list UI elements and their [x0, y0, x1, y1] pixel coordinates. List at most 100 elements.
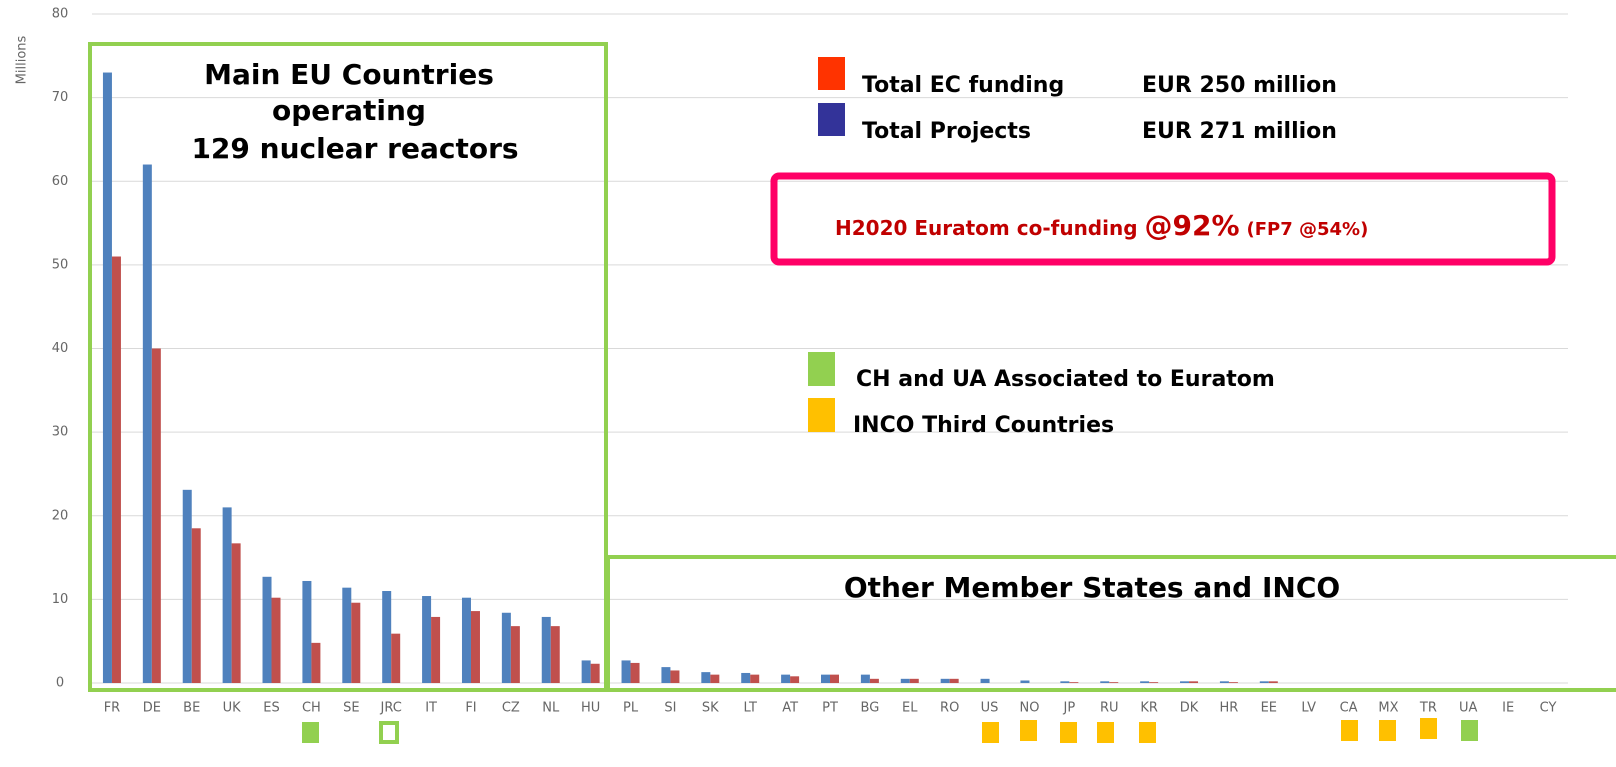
- bar: [422, 596, 432, 683]
- x-tick-label: JP: [1063, 701, 1076, 716]
- bar: [1020, 680, 1030, 683]
- x-tick-label: HR: [1220, 701, 1239, 716]
- bar: [142, 164, 152, 683]
- x-tick-label: RU: [1100, 701, 1119, 716]
- y-tick-label: 80: [52, 7, 69, 22]
- x-tick-label: RO: [940, 701, 959, 716]
- plot: 0 10 20 30 40 50 60 70 80 FR DE BE UK ES CH SE JRC IT FI CZ…: [52, 7, 1568, 716]
- bar: [431, 616, 441, 683]
- key-swatch: [808, 398, 835, 432]
- x-tick-label: PT: [822, 701, 838, 716]
- x-tick-label: IE: [1502, 701, 1514, 716]
- bar: [550, 626, 560, 683]
- bar: [470, 611, 480, 683]
- bar: [590, 663, 600, 683]
- marker: [1461, 720, 1478, 741]
- y-axis-label: Millions: [15, 35, 30, 84]
- x-tick-label: PL: [623, 701, 639, 716]
- bar: [342, 587, 352, 683]
- x-tick-label: EL: [902, 701, 918, 716]
- cofunding-text: H2020 Euratom co-funding @92% (FP7 @54%): [835, 209, 1368, 242]
- legend-amount: EUR 250 million: [1142, 73, 1337, 98]
- bar: [949, 678, 959, 683]
- bar: [581, 660, 591, 683]
- main-box-text: Main EU Countries: [204, 58, 494, 91]
- bar: [830, 674, 839, 683]
- x-tick-label: LT: [744, 701, 757, 716]
- x-tick-label: CZ: [502, 701, 520, 716]
- bar: [1259, 681, 1269, 683]
- y-tick-label: 30: [52, 425, 69, 440]
- bar: [1268, 681, 1278, 683]
- x-tick-label: AT: [782, 701, 798, 716]
- bar: [750, 674, 760, 683]
- bar: [741, 672, 751, 683]
- y-tick-label: 60: [52, 174, 69, 189]
- bar: [621, 660, 631, 683]
- bar: [391, 633, 401, 683]
- x-tick-label: BG: [861, 701, 880, 716]
- x-tick-label: NO: [1019, 701, 1039, 716]
- bar: [111, 256, 121, 683]
- bar: [382, 591, 392, 683]
- bar: [271, 597, 281, 683]
- bar: [630, 662, 640, 683]
- bar: [262, 576, 272, 683]
- x-tick-label: BE: [183, 701, 200, 716]
- marker: [1097, 722, 1114, 743]
- bar: [302, 580, 312, 683]
- bar: [510, 626, 520, 683]
- x-tick-label: DE: [143, 701, 161, 716]
- x-tick-label: FI: [465, 701, 476, 716]
- legend-label: Total EC funding: [862, 73, 1064, 98]
- x-tick-label: CA: [1340, 701, 1358, 716]
- main-box-text: operating: [272, 94, 426, 127]
- x-tick-label: IT: [425, 701, 437, 716]
- bar: [1140, 681, 1150, 683]
- x-tick-label: LV: [1301, 701, 1316, 716]
- bar: [102, 72, 112, 684]
- bar: [1100, 681, 1110, 683]
- marker: [302, 722, 319, 743]
- x-tick-label: CH: [302, 701, 321, 716]
- x-tick-label: SK: [702, 701, 719, 716]
- marker: [1420, 718, 1437, 739]
- bar: [351, 602, 361, 683]
- main-box-text: 129 nuclear reactors: [191, 132, 518, 165]
- bar: [860, 674, 870, 683]
- bar: [461, 597, 471, 683]
- bar: [191, 528, 201, 683]
- other-box-text: Other Member States and INCO: [844, 571, 1340, 604]
- marker: [379, 721, 399, 744]
- bar: [1149, 682, 1159, 683]
- marker: [1341, 720, 1358, 741]
- bar: [1189, 681, 1199, 683]
- category-markers: [302, 718, 1478, 744]
- marker: [1060, 722, 1077, 743]
- bar: [541, 616, 551, 683]
- bar: [790, 676, 800, 683]
- x-tick-label: NL: [542, 701, 560, 716]
- marker: [1020, 720, 1037, 741]
- x-tick-label: UK: [223, 701, 242, 716]
- other-box: [606, 555, 1616, 692]
- x-tick-label: FR: [104, 701, 121, 716]
- bar: [1180, 681, 1190, 683]
- bar: [869, 678, 879, 683]
- y-tick-label: 70: [52, 90, 69, 105]
- key-swatch: [808, 352, 835, 386]
- bar: [781, 674, 791, 683]
- bar: [821, 674, 830, 683]
- bar: [940, 678, 950, 683]
- bar: [1069, 682, 1079, 683]
- legend-label: Total Projects: [862, 119, 1031, 144]
- x-tick-label: US: [981, 701, 999, 716]
- bar: [311, 642, 321, 683]
- legend-swatch: [818, 57, 845, 90]
- key-label: INCO Third Countries: [853, 413, 1114, 438]
- x-tick-label: CY: [1540, 701, 1557, 716]
- bar: [980, 678, 990, 683]
- cofunding-box: [770, 172, 1556, 266]
